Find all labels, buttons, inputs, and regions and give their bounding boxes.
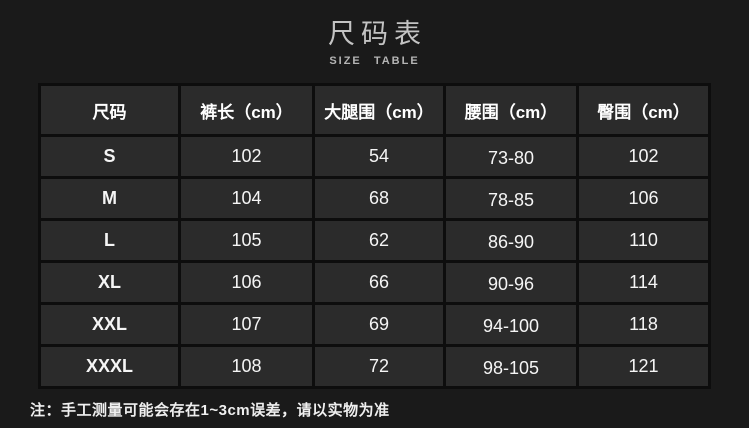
cell-pants-length: 108: [181, 347, 312, 386]
cell-thigh: 69: [315, 305, 443, 344]
cell-size: XL: [41, 263, 178, 302]
column-header-size: 尺码: [41, 86, 178, 134]
cell-size: M: [41, 179, 178, 218]
cell-hip: 121: [579, 347, 708, 386]
table-row: XXL 107 69 94-100 118: [41, 305, 708, 344]
cell-size: L: [41, 221, 178, 260]
cell-waist: 98-105: [446, 347, 576, 386]
cell-thigh: 62: [315, 221, 443, 260]
table-row: S 102 54 73-80 102: [41, 137, 708, 176]
cell-waist: 94-100: [446, 305, 576, 344]
table-row: M 104 68 78-85 106: [41, 179, 708, 218]
cell-waist: 90-96: [446, 263, 576, 302]
cell-hip: 106: [579, 179, 708, 218]
page-subtitle: SIZE TABLE: [329, 55, 420, 67]
cell-size: XXL: [41, 305, 178, 344]
column-header-waist: 腰围（cm）: [446, 86, 576, 134]
column-header-thigh: 大腿围（cm）: [315, 86, 443, 134]
cell-pants-length: 102: [181, 137, 312, 176]
cell-waist: 86-90: [446, 221, 576, 260]
cell-pants-length: 105: [181, 221, 312, 260]
cell-size: S: [41, 137, 178, 176]
column-header-hip: 臀围（cm）: [579, 86, 708, 134]
cell-pants-length: 106: [181, 263, 312, 302]
table-row: XL 106 66 90-96 114: [41, 263, 708, 302]
page-header: 尺码表 SIZE TABLE: [0, 0, 749, 68]
cell-waist: 73-80: [446, 137, 576, 176]
cell-pants-length: 107: [181, 305, 312, 344]
cell-thigh: 72: [315, 347, 443, 386]
column-header-pants-length: 裤长（cm）: [181, 86, 312, 134]
cell-hip: 110: [579, 221, 708, 260]
cell-hip: 114: [579, 263, 708, 302]
page-title: 尺码表: [328, 19, 427, 49]
cell-thigh: 66: [315, 263, 443, 302]
cell-hip: 102: [579, 137, 708, 176]
table-row: XXXL 108 72 98-105 121: [41, 347, 708, 386]
table-header-row: 尺码 裤长（cm） 大腿围（cm） 腰围（cm） 臀围（cm）: [41, 86, 708, 134]
cell-thigh: 68: [315, 179, 443, 218]
cell-pants-length: 104: [181, 179, 312, 218]
table-row: L 105 62 86-90 110: [41, 221, 708, 260]
cell-thigh: 54: [315, 137, 443, 176]
measurement-note: 注：手工测量可能会存在1~3cm误差，请以实物为准: [30, 402, 390, 419]
cell-hip: 118: [579, 305, 708, 344]
cell-size: XXXL: [41, 347, 178, 386]
size-table: 尺码 裤长（cm） 大腿围（cm） 腰围（cm） 臀围（cm） S 102 54…: [38, 83, 711, 389]
cell-waist: 78-85: [446, 179, 576, 218]
